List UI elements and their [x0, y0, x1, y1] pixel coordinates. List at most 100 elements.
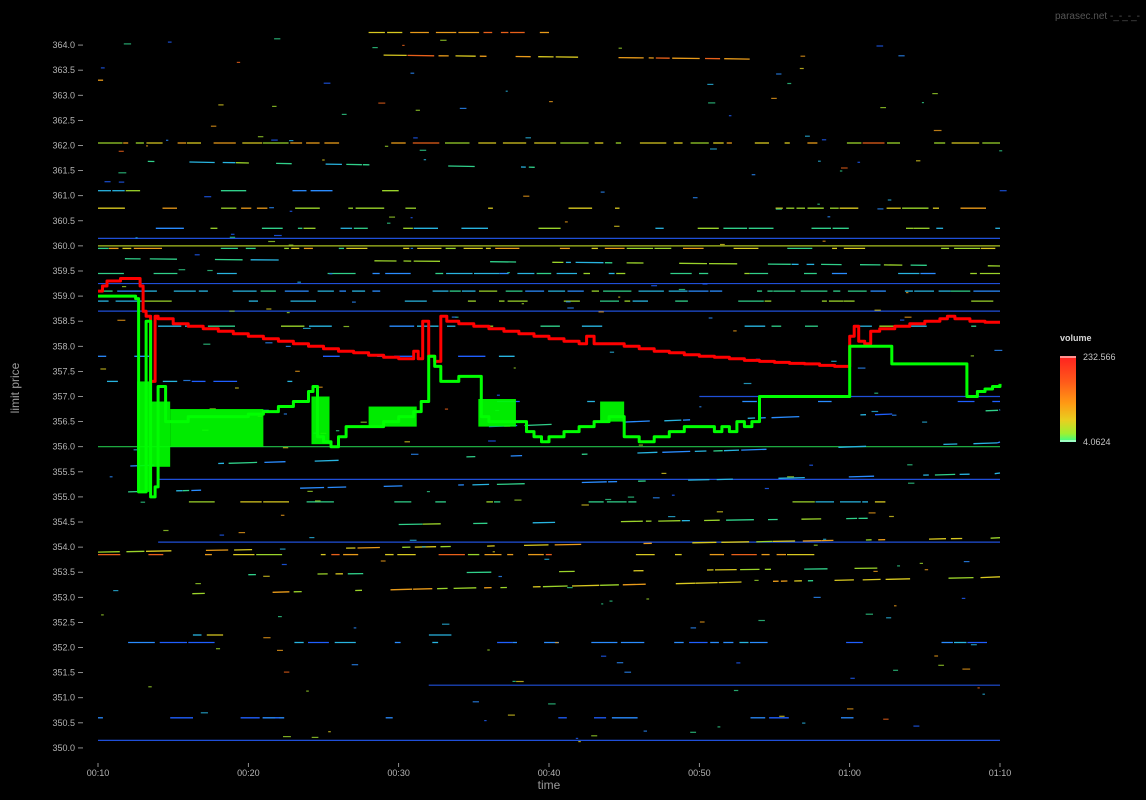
- depth-segment: [716, 478, 733, 481]
- y-tick-label: 355.5: [52, 467, 75, 477]
- depth-dot: [897, 565, 901, 567]
- depth-dot: [229, 236, 236, 238]
- depth-segment: [390, 588, 413, 591]
- depth-segment: [145, 550, 172, 552]
- y-tick-label: 355.0: [52, 492, 75, 502]
- depth-dot: [847, 708, 854, 710]
- depth-dot: [567, 587, 573, 589]
- depth-segment: [264, 461, 286, 464]
- depth-dot: [913, 725, 920, 727]
- depth-segment: [990, 537, 1001, 539]
- depth-dot: [118, 181, 125, 183]
- depth-segment: [838, 445, 867, 448]
- depth-dot: [813, 544, 818, 546]
- ask-price-series-line: [98, 277, 1000, 383]
- depth-dot: [322, 159, 325, 161]
- depth-dot: [122, 286, 127, 288]
- y-tick-label: 364.0: [52, 40, 75, 50]
- depth-dot: [351, 664, 359, 666]
- depth-dot: [123, 43, 132, 45]
- depth-dot: [922, 421, 928, 423]
- depth-dot: [492, 551, 495, 553]
- depth-segment: [778, 476, 805, 479]
- depth-dot: [839, 170, 843, 172]
- depth-dot: [512, 680, 516, 682]
- depth-dot: [236, 61, 241, 63]
- depth-dot: [555, 642, 559, 644]
- depth-dot: [203, 343, 211, 345]
- depth-dot: [289, 140, 294, 142]
- depth-dot: [309, 537, 315, 539]
- depth-segment: [357, 546, 380, 549]
- depth-dot: [387, 222, 391, 224]
- depth-dot: [934, 655, 939, 657]
- depth-dot: [419, 149, 427, 151]
- legend-min-label: 4.0624: [1083, 437, 1111, 447]
- depth-dot: [523, 195, 530, 197]
- depth-dot: [343, 325, 350, 328]
- depth-dot: [643, 730, 647, 732]
- depth-dot: [544, 558, 550, 560]
- depth-dot: [921, 102, 924, 104]
- depth-dot: [200, 712, 208, 714]
- depth-dot: [549, 101, 553, 103]
- depth-dot: [413, 137, 418, 139]
- depth-dot: [776, 73, 782, 75]
- depth-dot: [283, 671, 290, 673]
- depth-dot: [893, 669, 899, 671]
- depth-dot: [140, 501, 146, 503]
- depth-dot: [178, 269, 186, 271]
- depth-dot: [868, 512, 876, 514]
- depth-segment: [723, 449, 740, 452]
- depth-dot: [873, 570, 878, 572]
- depth-dot: [887, 199, 892, 201]
- depth-dot: [297, 281, 301, 283]
- depth-dot: [961, 597, 966, 599]
- depth-dot: [194, 254, 200, 256]
- depth-dot: [118, 172, 127, 174]
- depth-dot: [627, 496, 635, 498]
- depth-dot: [690, 731, 697, 733]
- y-tick-label: 361.0: [52, 191, 75, 201]
- depth-segment: [453, 587, 477, 590]
- depth-dot: [204, 196, 212, 198]
- depth-dot: [799, 67, 804, 70]
- depth-segment: [300, 486, 325, 489]
- depth-dot: [183, 379, 191, 382]
- depth-segment: [542, 585, 568, 588]
- depth-dot: [970, 355, 975, 357]
- depth-dot: [266, 308, 272, 310]
- depth-segment: [862, 578, 881, 581]
- depth-dot: [146, 145, 149, 147]
- depth-dot: [809, 464, 814, 466]
- depth-segment: [934, 473, 956, 476]
- depth-dot: [286, 312, 290, 314]
- depth-segment: [726, 519, 754, 521]
- depth-dot: [813, 596, 821, 598]
- x-tick-label: 01:00: [838, 768, 861, 778]
- spread-oscillation-band: [368, 406, 417, 427]
- y-tick-label: 351.5: [52, 668, 75, 678]
- depth-dot: [135, 237, 138, 239]
- depth-dot: [216, 648, 221, 650]
- depth-dot: [652, 497, 660, 499]
- depth-dot: [274, 38, 281, 40]
- y-tick-label: 360.0: [52, 241, 75, 251]
- depth-dot: [455, 316, 459, 318]
- depth-dot: [690, 627, 697, 629]
- depth-segment: [472, 483, 490, 486]
- depth-dot: [736, 662, 741, 664]
- depth-segment: [496, 483, 525, 486]
- depth-dot: [372, 47, 378, 49]
- legend-title: volume: [1060, 333, 1092, 343]
- depth-dot: [771, 97, 777, 99]
- depth-dot: [117, 319, 126, 321]
- depth-dot: [498, 575, 502, 578]
- depth-segment: [314, 459, 339, 462]
- depth-dot: [516, 680, 524, 683]
- depth-segment: [997, 441, 1001, 444]
- depth-dot: [423, 159, 427, 161]
- depth-dot: [265, 342, 273, 344]
- depth-segment: [695, 581, 718, 584]
